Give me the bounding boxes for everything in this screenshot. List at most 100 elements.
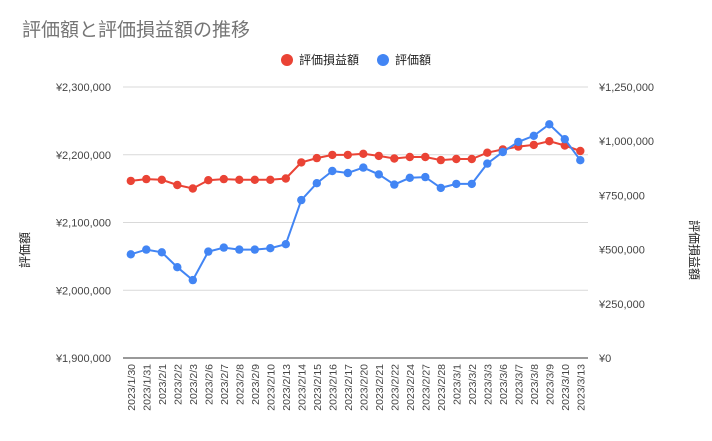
left-axis-label: 評価額 — [17, 232, 32, 268]
data-point[interactable] — [142, 174, 151, 184]
x-tick-label: 2023/3/10 — [560, 364, 572, 411]
data-point[interactable] — [173, 180, 182, 190]
data-point[interactable] — [576, 156, 585, 165]
x-tick-label: 2023/2/21 — [374, 364, 386, 411]
x-tick-label: 2023/2/1 — [157, 364, 169, 405]
data-point[interactable] — [545, 120, 554, 129]
data-point[interactable] — [297, 195, 306, 205]
data-point[interactable] — [390, 180, 399, 189]
x-tick-label: 2023/3/8 — [529, 364, 541, 405]
data-point[interactable] — [467, 179, 476, 189]
data-point[interactable] — [188, 184, 197, 193]
x-tick-label: 2023/2/22 — [389, 364, 401, 411]
data-point[interactable] — [188, 275, 197, 285]
x-tick-label: 2023/1/31 — [141, 364, 153, 411]
data-point[interactable] — [529, 131, 538, 140]
right-tick-label: ¥0 — [598, 353, 611, 365]
left-tick-label: ¥2,000,000 — [55, 285, 111, 297]
data-point[interactable] — [343, 150, 352, 160]
series-1 — [126, 120, 585, 285]
data-point[interactable] — [281, 240, 290, 249]
data-point[interactable] — [359, 149, 368, 158]
data-point[interactable] — [312, 179, 321, 188]
data-point[interactable] — [126, 250, 135, 259]
data-point[interactable] — [452, 154, 461, 164]
legend-item[interactable]: 評価額 — [377, 52, 431, 67]
x-tick-label: 2023/2/10 — [265, 364, 277, 411]
data-point[interactable] — [545, 137, 554, 146]
data-point[interactable] — [374, 151, 383, 161]
data-point[interactable] — [157, 175, 166, 184]
x-tick-label: 2023/2/24 — [405, 364, 417, 411]
data-point[interactable] — [514, 137, 523, 147]
data-point[interactable] — [498, 147, 507, 157]
data-point[interactable] — [266, 244, 275, 253]
x-tick-label: 2023/2/3 — [188, 364, 200, 405]
right-axis-ticks: ¥0 ¥250,000 ¥500,000 ¥750,000 ¥1,000,000 ¥1,2… — [598, 82, 654, 365]
data-point[interactable] — [483, 148, 492, 157]
data-point[interactable] — [126, 176, 135, 186]
data-point[interactable] — [219, 243, 228, 252]
x-tick-label: 2023/2/9 — [250, 364, 262, 405]
data-point[interactable] — [142, 245, 151, 254]
data-point[interactable] — [157, 248, 166, 257]
right-axis-label: 評価損益額 — [687, 220, 702, 280]
left-tick-label: ¥1,900,000 — [55, 353, 111, 365]
data-point[interactable] — [250, 245, 259, 254]
x-tick-label: 2023/3/9 — [544, 364, 556, 405]
x-tick-label: 2023/3/6 — [498, 364, 510, 405]
right-tick-label: ¥500,000 — [598, 245, 645, 257]
data-point[interactable] — [235, 175, 244, 184]
data-point[interactable] — [405, 173, 414, 182]
data-point[interactable] — [467, 154, 476, 164]
data-point[interactable] — [266, 175, 275, 184]
data-point[interactable] — [483, 159, 492, 168]
legend-item[interactable]: 評価損益額 — [281, 52, 359, 67]
right-tick-label: ¥1,000,000 — [598, 136, 654, 148]
gridlines — [123, 86, 588, 359]
data-point[interactable] — [281, 174, 290, 183]
data-point[interactable] — [219, 174, 228, 184]
data-point[interactable] — [390, 154, 399, 163]
data-point[interactable] — [576, 146, 585, 156]
data-point[interactable] — [452, 179, 461, 189]
x-tick-label: 2023/2/6 — [203, 364, 215, 405]
data-point[interactable] — [250, 175, 259, 184]
left-tick-label: ¥2,200,000 — [55, 150, 111, 162]
x-axis-ticks: 2023/1/30 2023/1/31 2023/2/1 2023/2/2 2023/2… — [126, 364, 588, 411]
data-point[interactable] — [436, 183, 445, 193]
chart-title: 評価額と評価損益額の推移 — [22, 19, 250, 41]
series-line — [130, 140, 581, 190]
data-point[interactable] — [359, 163, 368, 172]
data-point[interactable] — [235, 245, 244, 254]
data-point[interactable] — [436, 155, 445, 165]
x-tick-label: 2023/2/27 — [420, 364, 432, 411]
data-point[interactable] — [374, 170, 383, 179]
data-point[interactable] — [560, 135, 569, 144]
data-point[interactable] — [529, 140, 538, 150]
x-tick-label: 2023/2/15 — [312, 364, 324, 411]
x-tick-label: 2023/2/20 — [358, 364, 370, 411]
data-point[interactable] — [297, 158, 306, 167]
x-tick-label: 2023/2/14 — [296, 364, 308, 411]
x-tick-label: 2023/2/17 — [343, 364, 355, 411]
data-point[interactable] — [421, 152, 430, 162]
data-point[interactable] — [328, 166, 337, 176]
x-tick-label: 2023/1/30 — [126, 364, 138, 411]
x-tick-label: 2023/2/2 — [172, 364, 184, 405]
data-point[interactable] — [405, 152, 414, 162]
legend-marker — [377, 54, 389, 66]
data-point[interactable] — [173, 263, 182, 272]
data-point[interactable] — [204, 176, 213, 185]
legend-marker — [281, 54, 293, 66]
series-0 — [126, 137, 585, 193]
data-point[interactable] — [328, 150, 337, 160]
right-tick-label: ¥1,250,000 — [598, 82, 654, 94]
data-point[interactable] — [343, 168, 352, 178]
data-point[interactable] — [312, 153, 321, 163]
legend[interactable]: 評価損益額 評価額 — [281, 52, 431, 67]
data-point[interactable] — [421, 172, 430, 182]
data-point[interactable] — [204, 247, 213, 256]
